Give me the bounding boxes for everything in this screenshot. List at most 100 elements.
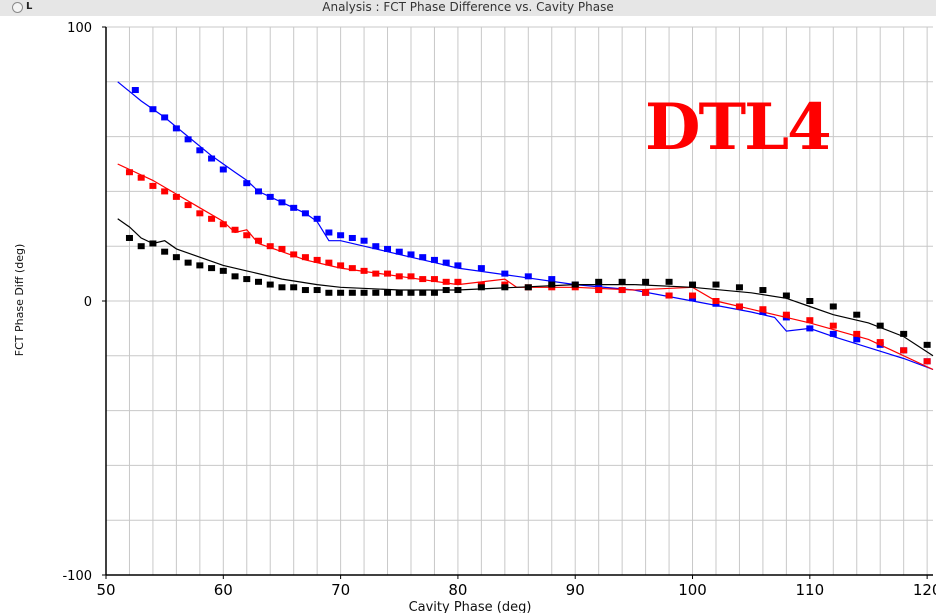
data-point — [301, 210, 309, 217]
data-point — [243, 232, 251, 239]
data-point — [290, 284, 298, 291]
data-point — [149, 106, 157, 113]
data-point — [442, 259, 450, 266]
data-point — [876, 322, 884, 329]
data-point — [524, 273, 532, 280]
data-point — [759, 287, 767, 294]
data-point — [290, 204, 298, 211]
data-point — [642, 278, 650, 285]
data-point — [548, 276, 556, 283]
data-point — [266, 243, 274, 250]
data-point — [278, 245, 286, 252]
data-point — [208, 155, 216, 162]
data-point — [348, 234, 356, 241]
data-point — [665, 278, 673, 285]
data-point — [172, 254, 180, 261]
data-point — [149, 182, 157, 189]
data-point — [900, 330, 908, 337]
series-2 — [117, 218, 934, 357]
data-point — [759, 306, 767, 313]
dtl4-annotation: DTL4 — [645, 90, 832, 165]
data-point — [172, 125, 180, 132]
data-point — [184, 202, 192, 209]
window-title: Analysis : FCT Phase Difference vs. Cavi… — [322, 0, 614, 14]
window-titlebar: L Analysis : FCT Phase Difference vs. Ca… — [0, 0, 936, 16]
data-point — [337, 262, 345, 269]
data-point — [384, 289, 392, 296]
data-point — [829, 322, 837, 329]
series-line — [117, 163, 934, 371]
data-point — [430, 276, 438, 283]
data-point — [595, 287, 603, 294]
data-point — [301, 254, 309, 261]
data-point — [395, 248, 403, 255]
data-point — [348, 265, 356, 272]
data-point — [266, 193, 274, 200]
data-point — [454, 262, 462, 269]
radio-button-icon[interactable] — [12, 2, 23, 13]
data-point — [395, 289, 403, 296]
data-point — [184, 136, 192, 143]
data-point — [419, 254, 427, 261]
data-point — [407, 289, 415, 296]
x-tick-label: 120 — [913, 581, 936, 599]
data-point — [161, 114, 169, 121]
data-point — [196, 262, 204, 269]
data-point — [548, 281, 556, 288]
data-point — [278, 284, 286, 291]
data-point — [254, 278, 262, 285]
data-point — [161, 188, 169, 195]
data-point — [254, 237, 262, 244]
data-point — [208, 215, 216, 222]
data-point — [419, 276, 427, 283]
chart-series — [117, 81, 934, 371]
data-point — [196, 147, 204, 154]
data-point — [853, 330, 861, 337]
data-point — [407, 273, 415, 280]
x-tick-label: 110 — [796, 581, 825, 599]
data-point — [243, 276, 251, 283]
data-point — [384, 270, 392, 277]
data-point — [806, 325, 814, 332]
window-corner-label: L — [26, 1, 33, 12]
chart-grid — [106, 26, 933, 576]
data-point — [735, 303, 743, 310]
data-point — [278, 199, 286, 206]
data-point — [231, 273, 239, 280]
data-point — [923, 341, 931, 348]
y-tick-label: 0 — [84, 295, 92, 310]
data-point — [442, 287, 450, 294]
data-point — [325, 259, 333, 266]
data-point — [829, 303, 837, 310]
data-point — [301, 287, 309, 294]
data-point — [149, 240, 157, 247]
data-point — [325, 229, 333, 236]
data-point — [712, 281, 720, 288]
y-tick-label: -100 — [62, 569, 92, 584]
x-axis-label: Cavity Phase (deg) — [409, 600, 532, 613]
chart-ticks: 50 60 70 80 90 100 110 120 -100 0 100 — [62, 21, 936, 599]
data-point — [266, 281, 274, 288]
data-point — [325, 289, 333, 296]
data-point — [524, 284, 532, 291]
data-point — [735, 284, 743, 291]
x-tick-label: 60 — [214, 581, 233, 599]
data-point — [430, 256, 438, 263]
data-point — [254, 188, 262, 195]
data-point — [689, 292, 697, 299]
data-point — [407, 251, 415, 258]
data-point — [372, 243, 380, 250]
data-point — [137, 243, 145, 250]
data-point — [313, 287, 321, 294]
data-point — [372, 270, 380, 277]
data-point — [501, 284, 509, 291]
data-point — [712, 298, 720, 304]
data-point — [454, 287, 462, 294]
data-point — [184, 259, 192, 266]
data-point — [337, 232, 345, 239]
data-point — [348, 289, 356, 296]
data-point — [395, 273, 403, 280]
data-point — [477, 265, 485, 272]
data-point — [196, 210, 204, 217]
